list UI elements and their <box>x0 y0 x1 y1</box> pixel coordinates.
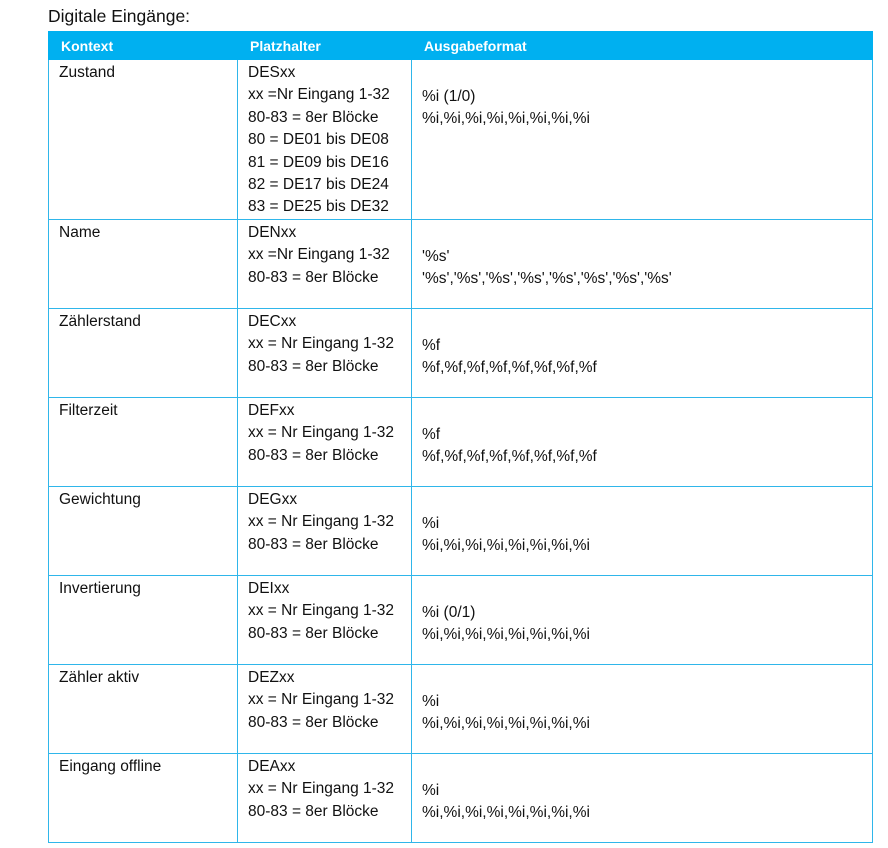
ausgabeformat-line: '%s' <box>422 247 450 265</box>
kontext-cell: Zustand <box>48 59 238 220</box>
platzhalter-line: 82 = DE17 bis DE24 <box>248 176 389 194</box>
kontext-cell: Filterzeit <box>48 396 238 487</box>
ausgabeformat-cell: %f %f,%f,%f,%f,%f,%f,%f,%f <box>411 396 873 487</box>
table-row: Eingang offline DEAxx xx = Nr Eingang 1-32… <box>48 752 873 843</box>
table-row: Invertierung DEIxx xx = Nr Eingang 1-32 80-… <box>48 574 873 665</box>
platzhalter-line: 80-83 = 8er Blöcke <box>248 268 379 286</box>
kontext-label: Filterzeit <box>59 401 118 419</box>
ausgabeformat-cell: %i (0/1) %i,%i,%i,%i,%i,%i,%i,%i <box>411 574 873 665</box>
ausgabeformat-cell: %i %i,%i,%i,%i,%i,%i,%i,%i <box>411 485 873 576</box>
platzhalter-line: 80-83 = 8er Blöcke <box>248 446 379 464</box>
ausgabeformat-cell: %i %i,%i,%i,%i,%i,%i,%i,%i <box>411 752 873 843</box>
platzhalter-line: DEZxx <box>248 668 295 686</box>
ausgabeformat-line: %f,%f,%f,%f,%f,%f,%f,%f <box>422 448 597 466</box>
ausgabeformat-cell: %i %i,%i,%i,%i,%i,%i,%i,%i <box>411 663 873 754</box>
platzhalter-line: 80-83 = 8er Blöcke <box>248 108 379 126</box>
kontext-cell: Name <box>48 218 238 309</box>
kontext-label: Zählerstand <box>59 312 141 330</box>
platzhalter-line: DEGxx <box>248 490 298 508</box>
platzhalter-line: DECxx <box>248 312 297 330</box>
ausgabeformat-line: '%s','%s','%s','%s','%s','%s','%s','%s' <box>422 270 672 288</box>
platzhalter-line: xx = Nr Eingang 1-32 <box>248 602 395 620</box>
platzhalter-line: xx =Nr Eingang 1-32 <box>248 86 390 104</box>
platzhalter-line: xx =Nr Eingang 1-32 <box>248 246 390 264</box>
table-row: Gewichtung DEGxx xx = Nr Eingang 1-32 80-83… <box>48 485 873 576</box>
platzhalter-line: DEIxx <box>248 579 290 597</box>
kontext-label: Zähler aktiv <box>59 668 140 686</box>
platzhalter-line: xx = Nr Eingang 1-32 <box>248 335 395 353</box>
table-row: Name DENxx xx =Nr Eingang 1-32 80-83 = 8er … <box>48 218 873 309</box>
platzhalter-cell: DENxx xx =Nr Eingang 1-32 80-83 = 8er Blöc… <box>237 218 412 309</box>
platzhalter-line: DESxx <box>248 64 296 81</box>
platzhalter-line: DEAxx <box>248 757 296 775</box>
kontext-cell: Gewichtung <box>48 485 238 576</box>
ausgabeformat-line: %i,%i,%i,%i,%i,%i,%i,%i <box>422 715 590 733</box>
platzhalter-line: 80-83 = 8er Blöcke <box>248 624 379 642</box>
ausgabeformat-line: %f <box>422 425 441 443</box>
platzhalter-line: DENxx <box>248 223 297 241</box>
section-title: Digitale Eingänge: <box>48 6 191 26</box>
platzhalter-line: 83 = DE25 bis DE32 <box>248 198 389 216</box>
platzhalter-cell: DEAxx xx = Nr Eingang 1-32 80-83 = 8er Blö… <box>237 752 412 843</box>
ausgabeformat-line: %i <box>422 692 440 710</box>
table-row: Zählerstand DECxx xx = Nr Eingang 1-32 80-8… <box>48 307 873 398</box>
kontext-label: Invertierung <box>59 579 141 597</box>
platzhalter-cell: DEZxx xx = Nr Eingang 1-32 80-83 = 8er Blö… <box>237 663 412 754</box>
table-row: Filterzeit DEFxx xx = Nr Eingang 1-32 80-83… <box>48 396 873 487</box>
platzhalter-line: 80 = DE01 bis DE08 <box>248 131 389 149</box>
ausgabeformat-line: %i (0/1) <box>422 603 476 621</box>
platzhalter-line: 80-83 = 8er Blöcke <box>248 713 379 731</box>
ausgabeformat-line: %i <box>422 514 440 532</box>
table-row: Zähler aktiv DEZxx xx = Nr Eingang 1-32 80-… <box>48 663 873 754</box>
kontext-cell: Invertierung <box>48 574 238 665</box>
header-platzhalter: Platzhalter <box>237 31 412 60</box>
platzhalter-cell: DEFxx xx = Nr Eingang 1-32 80-83 = 8er Blö… <box>237 396 412 487</box>
ausgabeformat-line: %i,%i,%i,%i,%i,%i,%i,%i <box>422 804 590 822</box>
ausgabeformat-line: %f,%f,%f,%f,%f,%f,%f,%f <box>422 359 597 377</box>
platzhalter-line: xx = Nr Eingang 1-32 <box>248 691 395 709</box>
header-kontext: Kontext <box>48 31 238 60</box>
header-ausgabeformat: Ausgabeformat <box>411 31 873 60</box>
kontext-label: Eingang offline <box>59 757 162 775</box>
ausgabeformat-cell: %i (1/0) %i,%i,%i,%i,%i,%i,%i,%i <box>411 59 873 220</box>
platzhalter-cell: DECxx xx = Nr Eingang 1-32 80-83 = 8er Blö… <box>237 307 412 398</box>
platzhalter-line: xx = Nr Eingang 1-32 <box>248 780 395 798</box>
ausgabeformat-cell: %f %f,%f,%f,%f,%f,%f,%f,%f <box>411 307 873 398</box>
platzhalter-line: 81 = DE09 bis DE16 <box>248 153 389 171</box>
ausgabeformat-line: %i,%i,%i,%i,%i,%i,%i,%i <box>422 537 590 555</box>
platzhalter-cell: DESxx xx =Nr Eingang 1-32 80-83 = 8er Blöc… <box>237 59 412 220</box>
table-header-row: Kontext Platzhalter Ausgabeformat <box>48 31 873 60</box>
platzhalter-line: xx = Nr Eingang 1-32 <box>248 424 395 442</box>
ausgabeformat-cell: '%s' '%s','%s','%s','%s','%s','%s','%s','… <box>411 218 873 309</box>
platzhalter-cell: DEIxx xx = Nr Eingang 1-32 80-83 = 8er Blö… <box>237 574 412 665</box>
kontext-label: Zustand <box>59 64 116 81</box>
ausgabeformat-line: %i,%i,%i,%i,%i,%i,%i,%i <box>422 626 590 644</box>
ausgabeformat-line: %i <box>422 781 440 799</box>
platzhalter-line: 80-83 = 8er Blöcke <box>248 357 379 375</box>
digital-inputs-table: Kontext Platzhalter Ausgabeformat Zustan… <box>48 31 873 843</box>
ausgabeformat-line: %i (1/0) <box>422 88 476 105</box>
kontext-cell: Eingang offline <box>48 752 238 843</box>
kontext-label: Gewichtung <box>59 490 141 508</box>
ausgabeformat-line: %i,%i,%i,%i,%i,%i,%i,%i <box>422 110 590 128</box>
platzhalter-line: xx = Nr Eingang 1-32 <box>248 513 395 531</box>
platzhalter-line: DEFxx <box>248 401 295 419</box>
table-row: Zustand DESxx xx =Nr Eingang 1-32 80-83 = 8… <box>48 59 873 220</box>
ausgabeformat-line: %f <box>422 336 441 354</box>
kontext-label: Name <box>59 223 101 241</box>
kontext-cell: Zählerstand <box>48 307 238 398</box>
platzhalter-line: 80-83 = 8er Blöcke <box>248 802 379 820</box>
kontext-cell: Zähler aktiv <box>48 663 238 754</box>
platzhalter-line: 80-83 = 8er Blöcke <box>248 535 379 553</box>
platzhalter-cell: DEGxx xx = Nr Eingang 1-32 80-83 = 8er Blö… <box>237 485 412 576</box>
